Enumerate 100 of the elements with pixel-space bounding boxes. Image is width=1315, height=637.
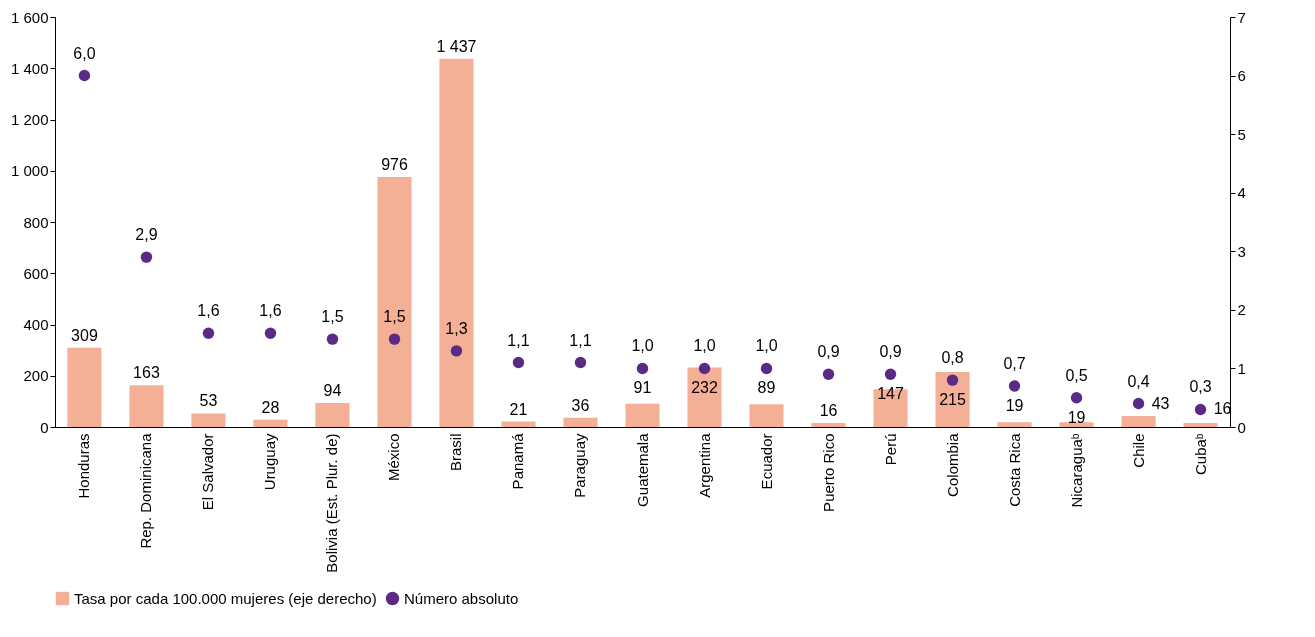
data-label: 16 bbox=[819, 401, 838, 419]
point bbox=[574, 356, 587, 369]
y-tick-label: 200 bbox=[23, 367, 49, 385]
data-label: 0,5 bbox=[1065, 366, 1088, 384]
point bbox=[1194, 403, 1207, 416]
data-label: 21 bbox=[509, 400, 528, 418]
data-label: 163 bbox=[133, 364, 160, 382]
point bbox=[450, 345, 463, 357]
y-tick-label: 0 bbox=[40, 418, 49, 436]
x-tick-label: Bolivia (Est. Plur. de) bbox=[323, 433, 341, 573]
bar bbox=[253, 419, 288, 427]
point bbox=[202, 327, 215, 339]
x-tick-label: Cubaᵇ bbox=[1191, 433, 1209, 476]
x-tick-label: Perú bbox=[881, 433, 899, 466]
x-tick-label: Puerto Rico bbox=[819, 433, 837, 512]
bar bbox=[997, 422, 1032, 427]
point bbox=[512, 356, 525, 369]
x-tick-label: Ecuador bbox=[757, 433, 775, 490]
point bbox=[326, 333, 339, 345]
y2-tick-label: 2 bbox=[1237, 301, 1246, 319]
point bbox=[1008, 380, 1021, 392]
point bbox=[760, 362, 773, 375]
y2-tick-label: 6 bbox=[1237, 67, 1246, 85]
bar bbox=[315, 402, 350, 427]
y-tick-label: 800 bbox=[23, 213, 49, 231]
bar bbox=[749, 404, 784, 427]
data-label: 1,0 bbox=[693, 337, 716, 355]
point bbox=[388, 333, 401, 345]
x-tick-label: Rep. Dominicana bbox=[137, 432, 155, 549]
data-label: 147 bbox=[877, 385, 904, 403]
data-label: 1,6 bbox=[197, 302, 220, 320]
data-label: 0,9 bbox=[879, 343, 902, 361]
data-label: 1,3 bbox=[445, 319, 468, 337]
y2-tick-label: 3 bbox=[1237, 242, 1246, 260]
bar bbox=[935, 371, 970, 427]
y-tick-label: 1 600 bbox=[10, 8, 49, 26]
data-label: 1,5 bbox=[321, 308, 344, 326]
y-tick-label: 600 bbox=[23, 264, 49, 282]
point bbox=[884, 368, 897, 380]
bar bbox=[129, 385, 164, 427]
data-label: 91 bbox=[633, 379, 652, 397]
data-label: 1 437 bbox=[436, 37, 477, 55]
data-label: 43 bbox=[1151, 394, 1170, 412]
point bbox=[78, 69, 91, 82]
data-label: 1,0 bbox=[631, 337, 654, 355]
y2-tick-label: 1 bbox=[1237, 359, 1246, 377]
data-label: 0,7 bbox=[1003, 355, 1026, 372]
y2-tick-label: 5 bbox=[1237, 125, 1246, 143]
data-label: 89 bbox=[757, 379, 776, 397]
bar bbox=[625, 403, 660, 427]
bar bbox=[67, 347, 102, 427]
data-label: 19 bbox=[1067, 408, 1086, 426]
legend-label: Número absoluto bbox=[404, 589, 519, 607]
bar bbox=[687, 367, 722, 427]
data-label: 0,9 bbox=[817, 343, 840, 361]
y-tick-label: 400 bbox=[23, 316, 49, 333]
bar bbox=[1059, 422, 1094, 427]
data-label: 0,8 bbox=[941, 349, 964, 367]
y-tick-label: 1 400 bbox=[10, 59, 49, 77]
point bbox=[1070, 392, 1083, 404]
x-tick-label: Costa Rica bbox=[1005, 432, 1023, 507]
x-tick-label: Paraguay bbox=[571, 433, 589, 498]
point bbox=[946, 374, 959, 386]
data-label: 19 bbox=[1005, 397, 1024, 414]
data-label: 0,4 bbox=[1127, 372, 1150, 390]
bar bbox=[501, 421, 536, 427]
point bbox=[140, 251, 153, 263]
data-label: 2,9 bbox=[135, 226, 158, 244]
x-tick-label: El Salvador bbox=[199, 433, 217, 511]
data-label: 1,5 bbox=[383, 308, 406, 326]
data-label: 28 bbox=[261, 398, 280, 416]
bar bbox=[191, 413, 226, 427]
bar bbox=[563, 417, 598, 427]
y-tick-label: 1 200 bbox=[10, 111, 49, 128]
data-label: 36 bbox=[571, 396, 590, 414]
data-label: 0,3 bbox=[1189, 378, 1212, 396]
point bbox=[264, 327, 277, 339]
data-label: 1,1 bbox=[507, 331, 530, 349]
bar bbox=[1183, 422, 1218, 427]
bar bbox=[1121, 415, 1156, 427]
x-tick-label: Colombia bbox=[943, 432, 961, 497]
data-label: 309 bbox=[71, 326, 98, 344]
x-tick-label: Honduras bbox=[75, 433, 93, 499]
y2-tick-label: 0 bbox=[1237, 418, 1246, 436]
bar bbox=[439, 58, 474, 427]
y2-tick-label: 4 bbox=[1237, 184, 1246, 202]
data-label: 976 bbox=[381, 155, 408, 173]
x-tick-label: Panamá bbox=[509, 432, 527, 490]
x-tick-label: Chile bbox=[1129, 433, 1147, 468]
x-tick-label: Nicaraguaᵇ bbox=[1067, 433, 1085, 508]
data-label: 16 bbox=[1213, 400, 1232, 418]
data-label: 53 bbox=[199, 392, 218, 410]
data-label: 94 bbox=[323, 381, 342, 399]
data-label: 215 bbox=[939, 391, 966, 409]
bar bbox=[873, 389, 908, 427]
data-label: 232 bbox=[691, 379, 718, 397]
y-tick-label: 1 000 bbox=[10, 162, 49, 180]
data-label: 1,1 bbox=[569, 331, 592, 349]
point bbox=[636, 362, 649, 375]
y2-tick-label: 7 bbox=[1237, 8, 1246, 26]
